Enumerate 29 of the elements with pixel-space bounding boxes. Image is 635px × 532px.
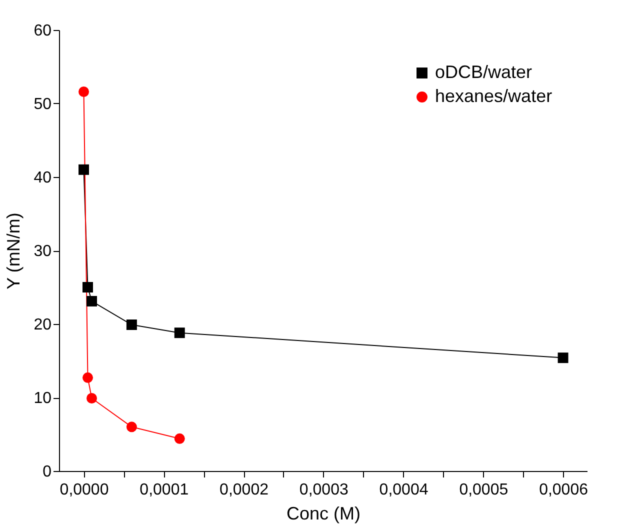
legend-label: hexanes/water: [435, 86, 552, 106]
x-tick-label: 0,0003: [299, 482, 348, 498]
point: [558, 352, 568, 364]
x-axis-title: Conc (M): [286, 504, 361, 524]
point: [174, 433, 185, 444]
legend-label: oDCB/water: [435, 62, 532, 82]
x-tick-label: 0,0001: [140, 482, 189, 498]
point: [86, 296, 97, 306]
point: [82, 282, 93, 292]
point: [78, 164, 90, 175]
point: [126, 319, 137, 330]
y-tick-label: 20: [34, 316, 52, 334]
x-tick-label: 0,0004: [379, 482, 428, 498]
y-axis-title: Y (mN/m): [4, 212, 24, 290]
point: [82, 372, 93, 383]
x-tick-label: 0,0005: [459, 482, 508, 498]
y-tick-label: 60: [34, 22, 52, 40]
point: [86, 393, 97, 404]
point: [174, 328, 185, 338]
y-tick-label: 30: [34, 243, 52, 260]
x-tick-label: 0,0002: [220, 482, 269, 498]
y-tick-label: 0: [42, 464, 52, 480]
y-tick-label: 40: [34, 170, 52, 186]
y-tick-label: 10: [34, 390, 52, 407]
point: [78, 86, 90, 97]
x-tick-label: 0,0006: [539, 482, 588, 498]
x-tick-label: 0,0000: [60, 482, 109, 498]
point: [126, 422, 137, 432]
y-tick-label: 50: [34, 96, 52, 113]
